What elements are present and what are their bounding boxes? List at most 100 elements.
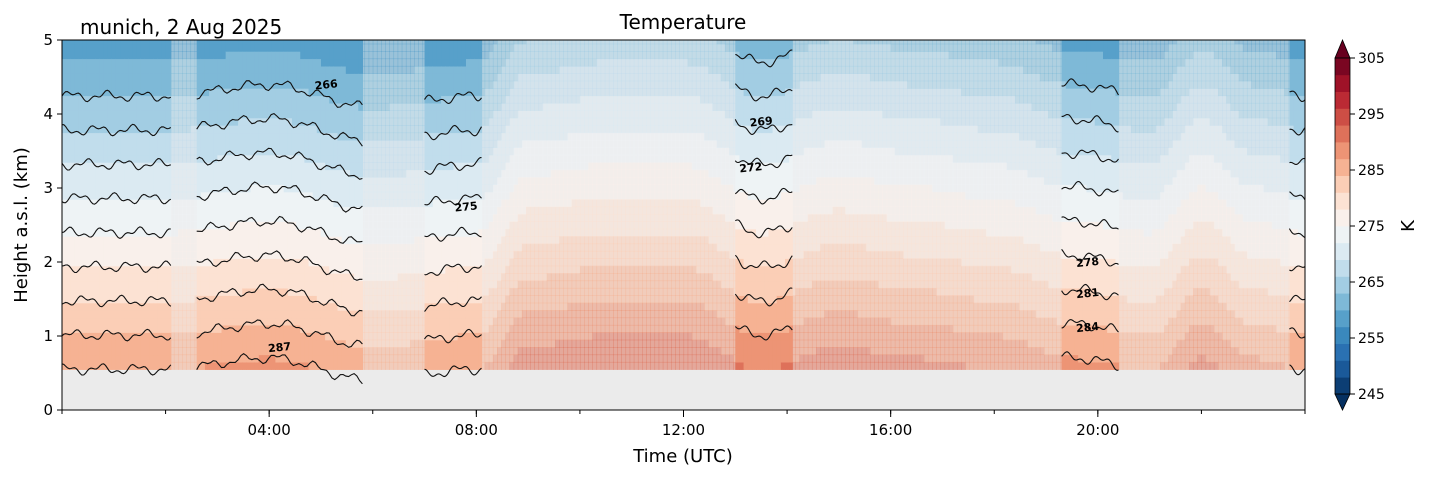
field-cell (414, 228, 419, 237)
field-cell (376, 250, 382, 259)
field-cell (509, 302, 515, 311)
field-cell (397, 332, 403, 341)
field-cell (497, 95, 502, 104)
field-cell (401, 295, 407, 304)
field-cell (381, 162, 386, 171)
field-cell (501, 332, 506, 341)
field-cell (169, 88, 175, 97)
field-cell (173, 117, 179, 126)
field-cell (186, 280, 192, 289)
field-cell (182, 265, 187, 274)
field-cell (501, 65, 506, 74)
field-cell (517, 73, 523, 82)
field-cell (505, 176, 511, 185)
field-cell (480, 287, 486, 296)
field-cell (385, 280, 390, 289)
field-cell (410, 221, 415, 230)
field-cell (376, 65, 382, 74)
field-cell (381, 236, 386, 245)
field-cell (410, 58, 415, 67)
field-cell (418, 184, 424, 193)
field-cell (509, 250, 515, 259)
field-cell (484, 265, 490, 274)
field-cell (376, 176, 382, 185)
field-cell (397, 102, 403, 111)
field-cell (397, 236, 403, 245)
field-cell (389, 354, 395, 363)
field-cell (173, 176, 179, 185)
field-cell (509, 317, 515, 326)
field-cell (505, 65, 511, 74)
field-cell (480, 295, 486, 304)
field-cell (178, 40, 183, 45)
field-cell (186, 147, 192, 156)
field-cell (418, 125, 424, 134)
field-cell (393, 243, 399, 252)
field-cell (414, 102, 419, 111)
field-cell (178, 213, 183, 222)
field-cell (410, 176, 415, 185)
field-cell (405, 88, 411, 97)
field-cell (381, 361, 386, 370)
field-cell (190, 310, 196, 319)
field-cell (513, 147, 519, 156)
field-cell (497, 332, 502, 341)
field-cell (178, 176, 183, 185)
field-cell (505, 332, 511, 341)
field-cell (492, 88, 498, 97)
field-cell (497, 51, 502, 60)
field-cell (401, 154, 407, 163)
field-cell (364, 154, 370, 163)
field-cell (389, 243, 395, 252)
field-cell (492, 65, 498, 74)
field-cell (182, 102, 187, 111)
field-cell (414, 354, 419, 363)
field-cell (364, 169, 370, 178)
field-cell (186, 258, 192, 267)
field-cell (178, 228, 183, 237)
field-cell (190, 332, 196, 341)
field-cell (517, 65, 523, 74)
field-cell (169, 117, 175, 126)
field-cell (186, 354, 192, 363)
field-cell (492, 236, 498, 245)
field-cell (190, 51, 196, 60)
field-cell (372, 280, 378, 289)
field-cell (484, 102, 490, 111)
field-cell (376, 102, 382, 111)
field-cell (190, 80, 196, 89)
field-cell (501, 339, 506, 348)
field-cell (405, 65, 411, 74)
field-cell (405, 176, 411, 185)
field-cell (414, 317, 419, 326)
field-cell (364, 236, 370, 245)
field-cell (190, 265, 196, 274)
field-cell (397, 162, 403, 171)
field-cell (397, 154, 403, 163)
field-cell (488, 73, 494, 82)
field-cell (497, 132, 502, 141)
field-cell (484, 354, 490, 363)
field-cell (505, 258, 511, 267)
field-cell (492, 258, 498, 267)
field-cell (397, 95, 403, 104)
field-cell (418, 347, 424, 356)
field-cell (513, 273, 519, 282)
field-cell (517, 339, 523, 348)
field-cell (509, 221, 515, 230)
field-cell (414, 213, 419, 222)
field-cell (501, 206, 506, 215)
field-cell (509, 43, 515, 52)
field-cell (505, 58, 511, 67)
field-cell (368, 58, 374, 67)
field-cell (480, 147, 486, 156)
field-cell (173, 65, 179, 74)
field-cell (414, 139, 419, 148)
field-cell (173, 147, 179, 156)
field-cell (513, 40, 519, 45)
field-cell (488, 354, 494, 363)
field-cell (480, 221, 486, 230)
field-cell (480, 302, 486, 311)
field-cell (410, 273, 415, 282)
